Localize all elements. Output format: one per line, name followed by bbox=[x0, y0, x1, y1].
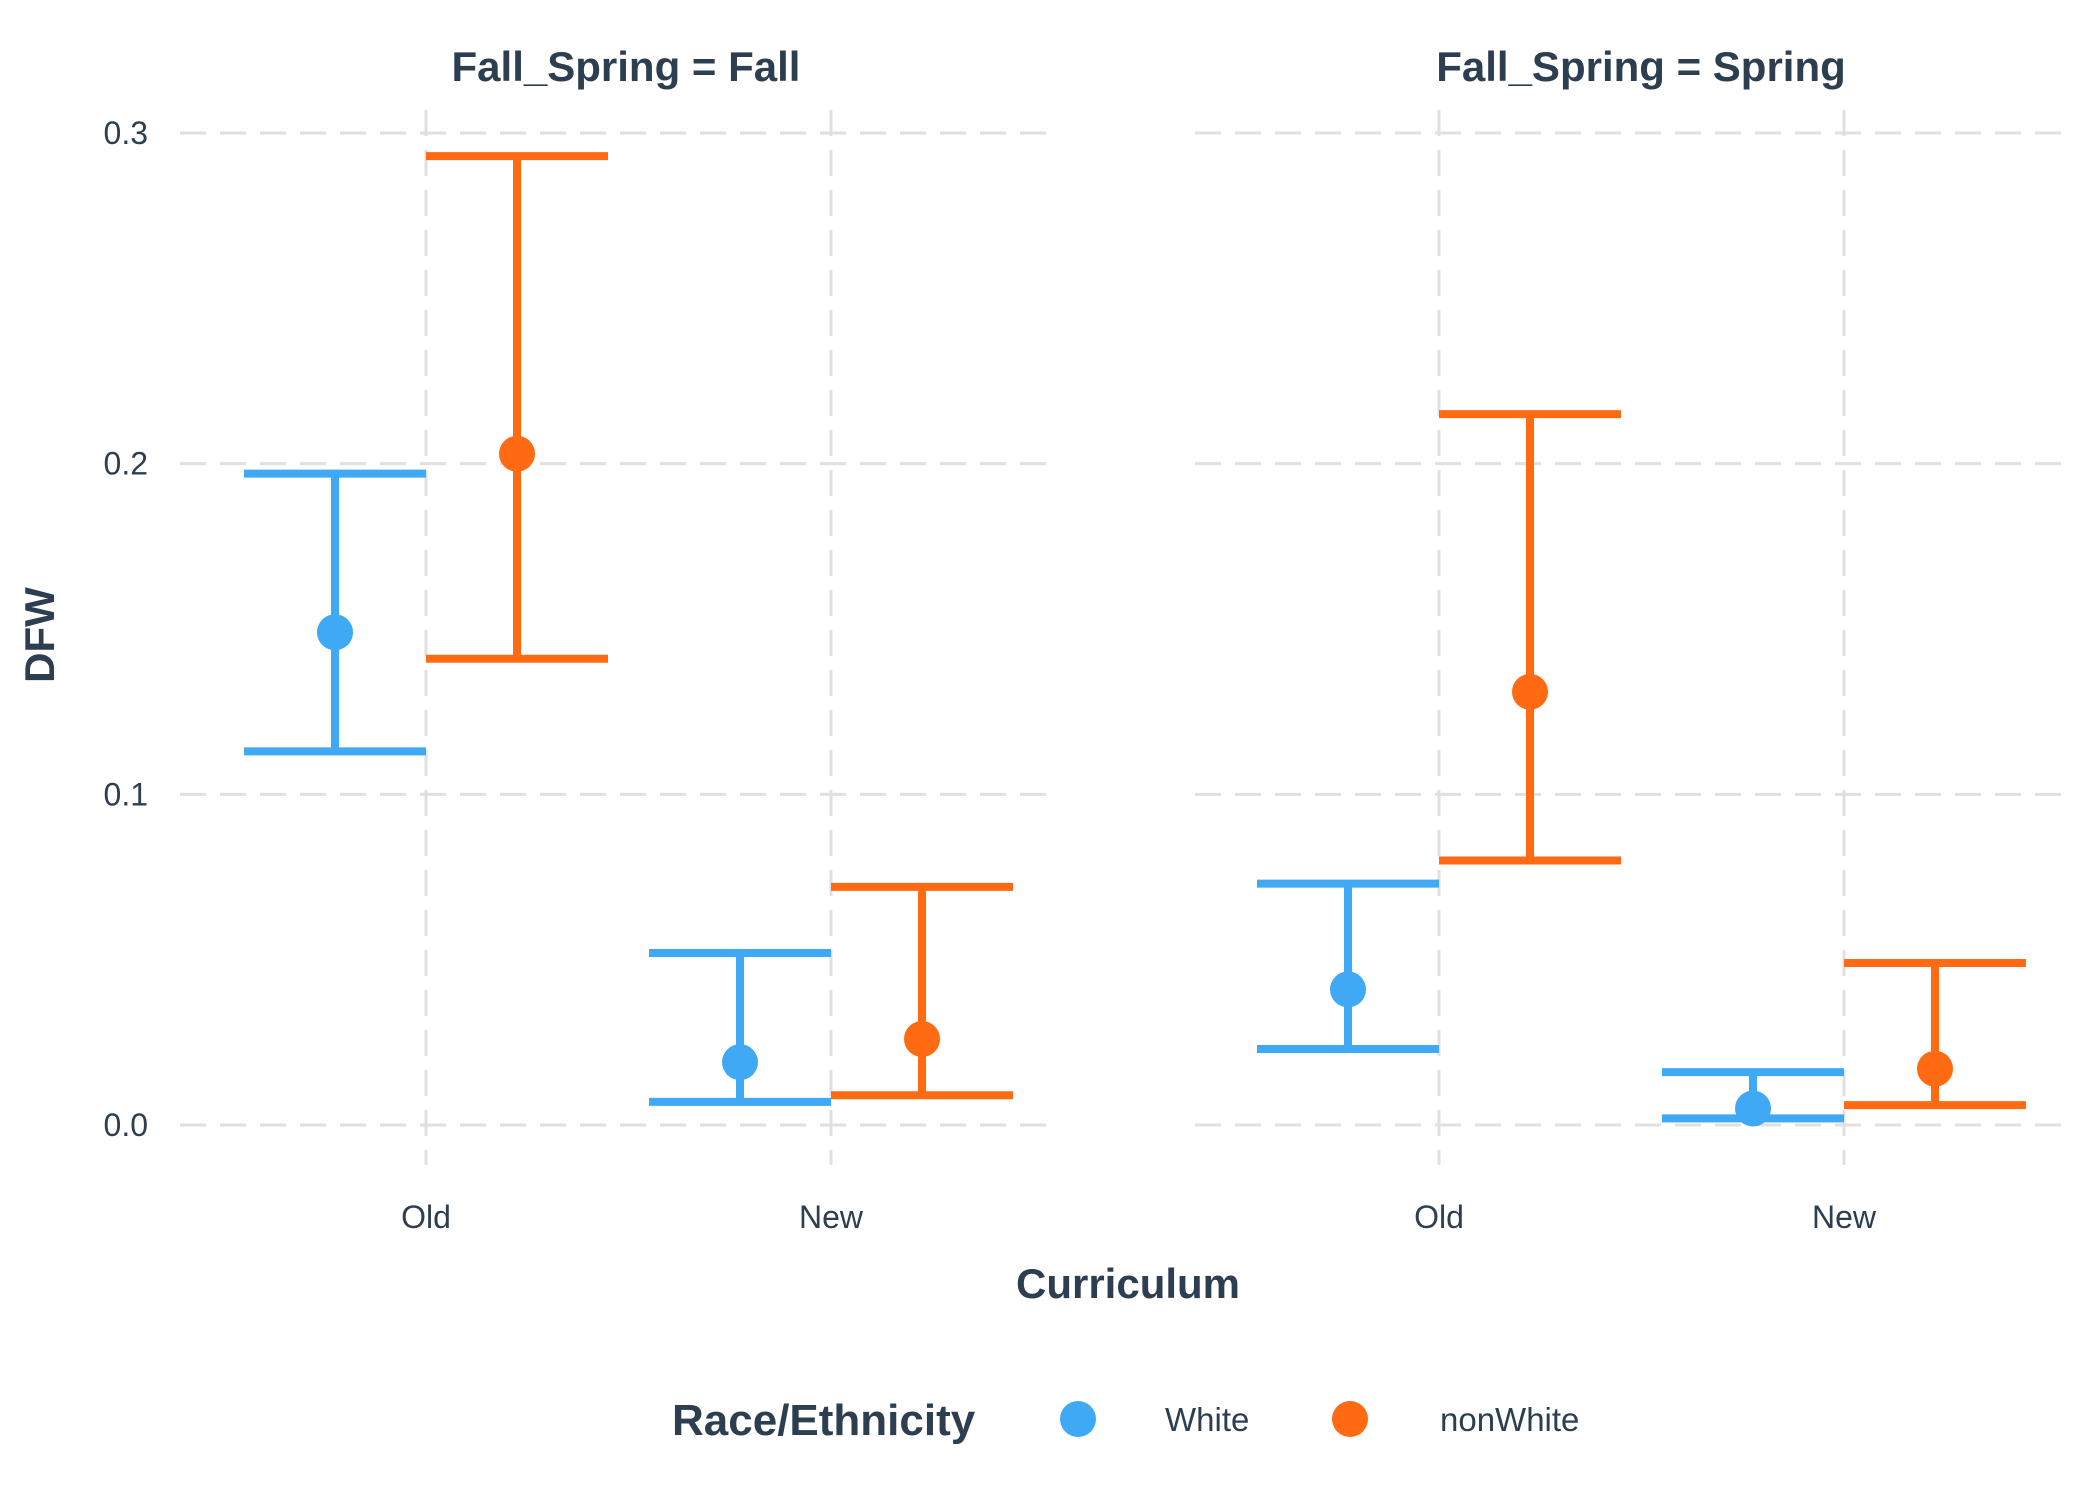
legend-label: nonWhite bbox=[1440, 1401, 1579, 1438]
estimate-point bbox=[1330, 971, 1366, 1008]
x-tick-label: Old bbox=[401, 1199, 451, 1235]
legend-key bbox=[1332, 1401, 1368, 1437]
estimate-point bbox=[904, 1021, 940, 1058]
x-tick-label: New bbox=[1812, 1199, 1877, 1235]
x-axis-title: Curriculum bbox=[1016, 1260, 1240, 1307]
y-tick-label: 0.3 bbox=[104, 115, 148, 151]
x-tick-label: New bbox=[799, 1199, 864, 1235]
y-tick-label: 0.0 bbox=[104, 1107, 148, 1143]
estimate-point bbox=[1735, 1090, 1771, 1127]
estimate-point bbox=[722, 1044, 758, 1081]
legend-label: White bbox=[1165, 1401, 1249, 1438]
facet-title: Fall_Spring = Fall bbox=[452, 43, 801, 90]
y-axis-title: DFW bbox=[16, 587, 63, 683]
estimate-point bbox=[317, 614, 353, 651]
estimate-point bbox=[1917, 1050, 1953, 1087]
facet-title: Fall_Spring = Spring bbox=[1436, 43, 1846, 90]
legend-title: Race/Ethnicity bbox=[672, 1396, 976, 1445]
estimate-point bbox=[499, 435, 535, 472]
estimate-point bbox=[1512, 673, 1548, 710]
legend-key bbox=[1060, 1401, 1096, 1437]
y-tick-label: 0.2 bbox=[104, 446, 148, 482]
y-tick-label: 0.1 bbox=[104, 776, 148, 812]
x-tick-label: Old bbox=[1414, 1199, 1464, 1235]
